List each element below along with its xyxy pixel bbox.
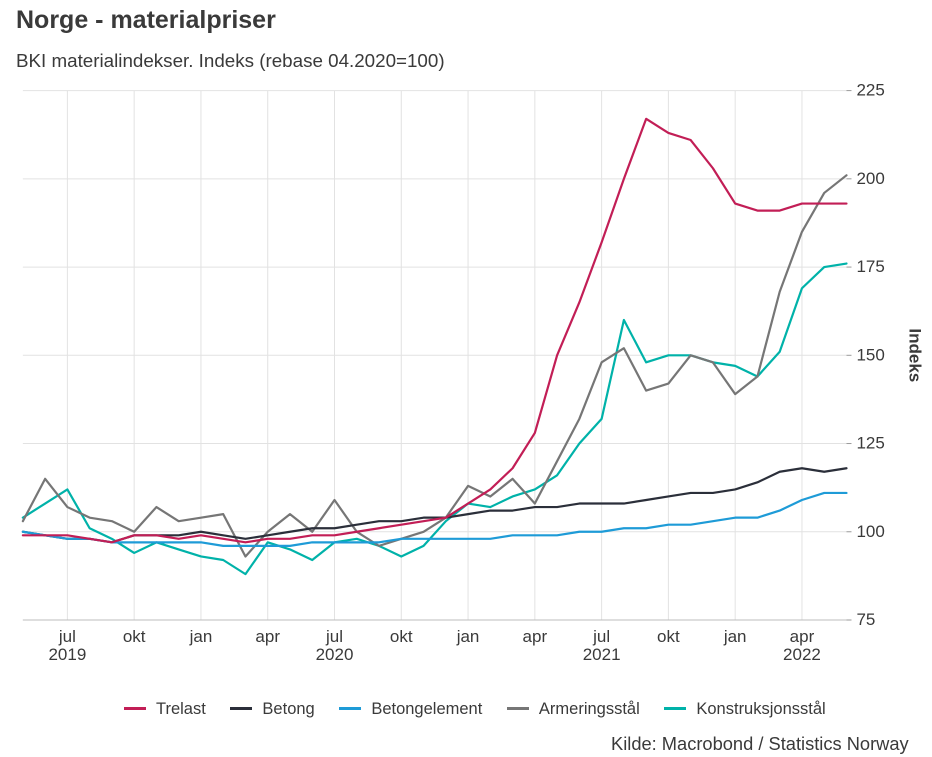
svg-text:okt: okt — [390, 627, 413, 646]
svg-text:75: 75 — [856, 610, 875, 629]
svg-text:200: 200 — [856, 169, 884, 188]
svg-text:jan: jan — [456, 627, 480, 646]
svg-text:jul: jul — [325, 627, 343, 646]
svg-text:jan: jan — [723, 627, 747, 646]
svg-text:apr: apr — [790, 627, 815, 646]
svg-text:2022: 2022 — [783, 645, 821, 664]
svg-text:225: 225 — [856, 81, 884, 100]
svg-text:okt: okt — [657, 627, 680, 646]
svg-text:jan: jan — [189, 627, 213, 646]
svg-text:okt: okt — [123, 627, 146, 646]
svg-text:jul: jul — [58, 627, 76, 646]
svg-text:Indeks: Indeks — [905, 328, 924, 382]
svg-text:175: 175 — [856, 257, 884, 276]
svg-text:apr: apr — [523, 627, 548, 646]
svg-text:apr: apr — [255, 627, 280, 646]
svg-text:125: 125 — [856, 434, 884, 453]
svg-text:2019: 2019 — [48, 645, 86, 664]
svg-text:2020: 2020 — [316, 645, 354, 664]
svg-text:2021: 2021 — [583, 645, 621, 664]
svg-text:100: 100 — [856, 522, 884, 541]
svg-text:150: 150 — [856, 345, 884, 364]
svg-text:jul: jul — [592, 627, 610, 646]
